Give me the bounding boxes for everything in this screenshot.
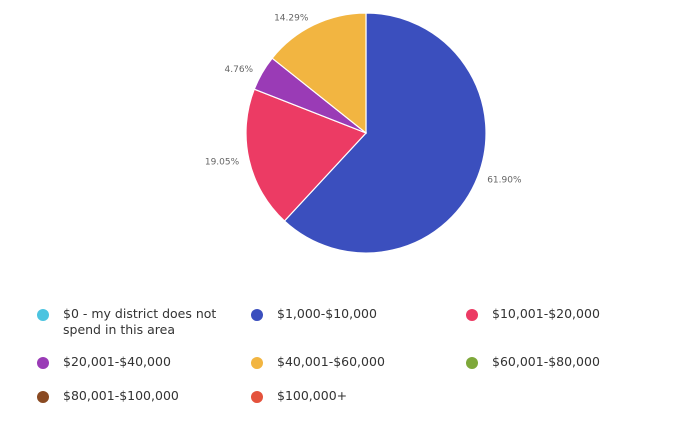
slice-value-label-1: 19.05%: [205, 158, 240, 168]
legend-label-7: $100,000+: [277, 388, 348, 403]
slice-value-label-0: 61.90%: [487, 176, 522, 186]
pie-slice-0[interactable]: [283, 12, 487, 254]
legend-label-2: $10,001-$20,000: [492, 306, 600, 321]
pie-slice-3[interactable]: [271, 12, 367, 135]
legend-label-6: $80,001-$100,000: [63, 388, 179, 403]
legend-marker-6: [37, 391, 49, 403]
legend-marker-1: [251, 309, 263, 321]
legend-marker-3: [37, 357, 49, 369]
legend-marker-4: [251, 357, 263, 369]
pie-slice-1[interactable]: [245, 88, 368, 222]
slice-value-label-2: 4.76%: [225, 65, 254, 75]
legend-label-4: $40,001-$60,000: [277, 354, 385, 369]
legend-label-1: $1,000-$10,000: [277, 306, 377, 321]
legend-label-5: $60,001-$80,000: [492, 354, 600, 369]
legend-label-3: $20,001-$40,000: [63, 354, 171, 369]
legend-marker-2: [466, 309, 478, 321]
legend-marker-0: [37, 309, 49, 321]
slice-value-label-3: 14.29%: [274, 14, 309, 24]
legend-label-0: $0 - my district does not spend in this …: [63, 306, 217, 337]
legend-marker-7: [251, 391, 263, 403]
pie-chart: 61.90% 19.05% 4.76% 14.29%: [205, 12, 522, 254]
legend-marker-5: [466, 357, 478, 369]
